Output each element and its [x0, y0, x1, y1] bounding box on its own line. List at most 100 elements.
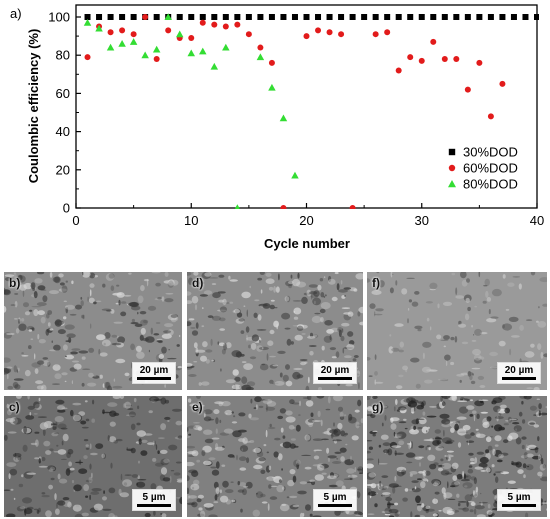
- sem-grain: [476, 514, 486, 517]
- sem-grain: [276, 484, 285, 493]
- sem-grain: [125, 404, 132, 407]
- sem-grain: [389, 334, 392, 337]
- sem-grain: [160, 467, 168, 475]
- sem-grain: [217, 341, 220, 345]
- point-80-pct-dod: [152, 45, 161, 53]
- sem-grain: [491, 425, 494, 428]
- sem-grain: [537, 343, 542, 350]
- sem-grain: [395, 399, 398, 405]
- point-60-pct-dod: [119, 27, 126, 34]
- sem-grain: [191, 295, 199, 304]
- sem-grain: [459, 379, 462, 383]
- point-80-pct-dod: [118, 39, 126, 47]
- sem-image-g: g) 5 µm: [367, 396, 547, 517]
- sem-grain: [233, 308, 240, 314]
- sem-grain: [126, 447, 128, 451]
- sem-grain: [409, 428, 419, 435]
- sem-grain: [523, 452, 528, 460]
- sem-grain: [18, 323, 27, 331]
- sem-grain: [188, 433, 192, 436]
- sem-grain: [47, 361, 51, 367]
- sem-grain: [441, 462, 452, 470]
- sem-grain: [113, 321, 123, 324]
- sem-grain: [390, 417, 400, 422]
- sem-grain: [268, 286, 274, 291]
- sem-grain: [170, 317, 177, 323]
- sem-grain: [40, 289, 47, 291]
- sem-grain: [458, 508, 467, 510]
- sem-grain: [162, 477, 171, 482]
- sem-grain: [522, 419, 526, 424]
- sem-grain: [149, 396, 160, 402]
- sem-grain: [320, 419, 323, 427]
- sem-grain: [45, 510, 52, 517]
- sem-grain: [367, 278, 371, 283]
- sem-grain: [245, 481, 253, 489]
- sem-grain: [309, 291, 318, 295]
- sem-grain: [401, 288, 408, 295]
- sem-grain: [137, 475, 140, 480]
- sem-grain: [521, 444, 525, 450]
- sem-grain: [267, 503, 270, 511]
- sem-grain: [394, 452, 405, 455]
- sem-grain: [262, 399, 273, 404]
- sem-grain: [160, 423, 167, 431]
- sem-grain: [450, 361, 455, 366]
- sem-grain: [27, 396, 30, 400]
- sem-grain: [475, 433, 486, 438]
- scale-bar: [318, 504, 352, 507]
- sem-grain: [425, 505, 431, 509]
- point-30-pct-dod: [280, 14, 287, 20]
- sem-grain: [470, 462, 475, 465]
- sem-grain: [33, 413, 38, 415]
- sem-grain: [462, 507, 469, 512]
- sem-grain: [394, 511, 400, 517]
- sem-grain: [277, 350, 286, 354]
- sem-grain: [289, 399, 295, 405]
- sem-grain: [119, 492, 129, 498]
- sem-grain: [155, 462, 164, 467]
- sem-grain: [211, 437, 220, 440]
- sem-grain: [168, 444, 178, 451]
- sem-grain: [177, 366, 182, 369]
- sem-grain: [461, 279, 468, 287]
- sem-grain: [108, 273, 115, 279]
- sem-grain: [505, 419, 512, 422]
- sem-grain: [447, 456, 451, 462]
- sem-grain: [92, 375, 97, 377]
- sem-grain: [393, 406, 396, 412]
- sem-grain: [202, 341, 208, 348]
- sem-grain: [504, 407, 510, 414]
- point-30-pct-dod: [268, 14, 275, 20]
- sem-grain: [267, 340, 274, 346]
- sem-grain: [323, 276, 326, 278]
- sem-grain: [293, 316, 299, 320]
- sem-grain: [402, 497, 408, 502]
- point-30-pct-dod: [107, 14, 114, 20]
- sem-grain: [415, 383, 421, 389]
- sem-grain: [137, 479, 147, 481]
- sem-grain: [396, 385, 403, 389]
- point-30-pct-dod: [291, 14, 298, 20]
- sem-grain: [344, 355, 352, 359]
- sem-grain: [81, 272, 91, 278]
- sem-grain: [367, 488, 372, 496]
- sem-grain: [238, 318, 245, 322]
- sem-grain: [222, 302, 230, 304]
- sem-grain: [88, 372, 94, 378]
- point-30-pct-dod: [510, 14, 517, 20]
- sem-grain: [451, 272, 456, 276]
- sem-grain: [522, 463, 527, 469]
- sem-grain: [79, 459, 81, 465]
- sem-grain: [401, 469, 407, 475]
- sem-grain: [231, 421, 238, 424]
- sem-grain: [89, 289, 92, 297]
- sem-grain: [112, 515, 118, 517]
- sem-grain: [427, 426, 430, 429]
- sem-grain: [374, 354, 377, 360]
- sem-grain: [58, 288, 67, 292]
- sem-grain: [219, 328, 225, 331]
- sem-grain: [37, 416, 48, 418]
- sem-grain: [61, 372, 68, 376]
- sem-grain: [163, 330, 172, 334]
